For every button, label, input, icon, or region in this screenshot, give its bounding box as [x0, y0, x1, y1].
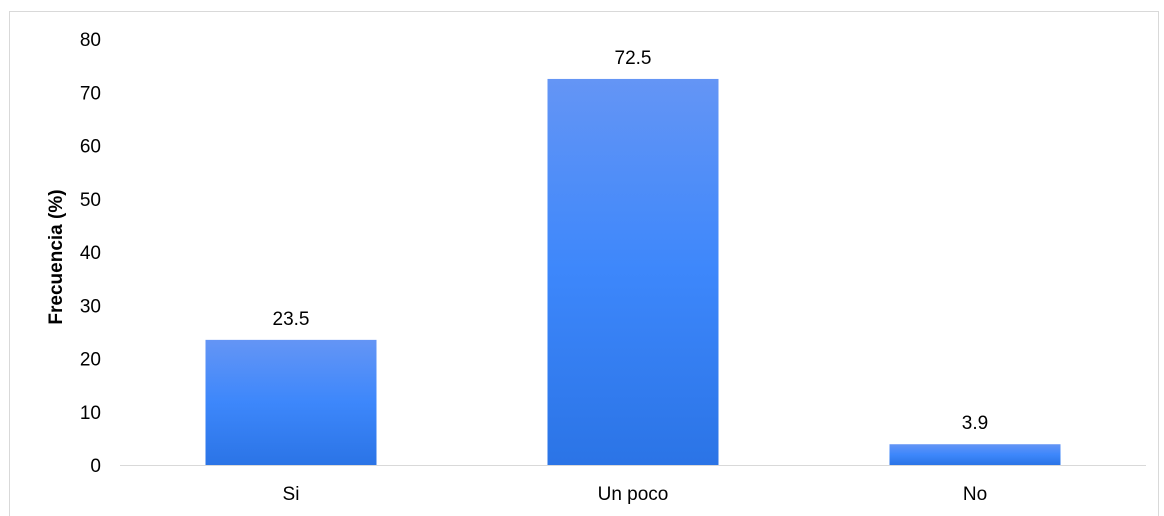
bar-un-poco [547, 78, 719, 465]
data-label: 3.9 [962, 413, 988, 434]
y-tick-label: 70 [80, 83, 101, 104]
y-tick-label: 60 [80, 137, 101, 158]
data-label: 72.5 [615, 48, 652, 69]
y-tick-label: 20 [80, 350, 101, 371]
y-tick-label: 10 [80, 403, 101, 424]
y-tick-label: 40 [80, 243, 101, 264]
x-axis-ticks: Si Un poco No [283, 484, 988, 505]
x-tick-label: Si [283, 484, 300, 505]
bars [205, 78, 1061, 465]
y-tick-label: 50 [80, 190, 101, 211]
y-tick-label: 80 [80, 30, 101, 51]
y-tick-label: 30 [80, 296, 101, 317]
bar-no [889, 444, 1061, 465]
x-tick-label: Un poco [598, 484, 669, 505]
data-label: 23.5 [273, 309, 310, 330]
data-labels: 23.5 72.5 3.9 [273, 48, 989, 434]
x-tick-label: No [963, 484, 987, 505]
y-axis-ticks: 0 10 20 30 40 50 60 70 80 [80, 30, 101, 477]
y-axis-title: Frecuencia (%) [46, 189, 67, 324]
bar-si [205, 339, 377, 465]
y-tick-label: 0 [90, 456, 101, 477]
